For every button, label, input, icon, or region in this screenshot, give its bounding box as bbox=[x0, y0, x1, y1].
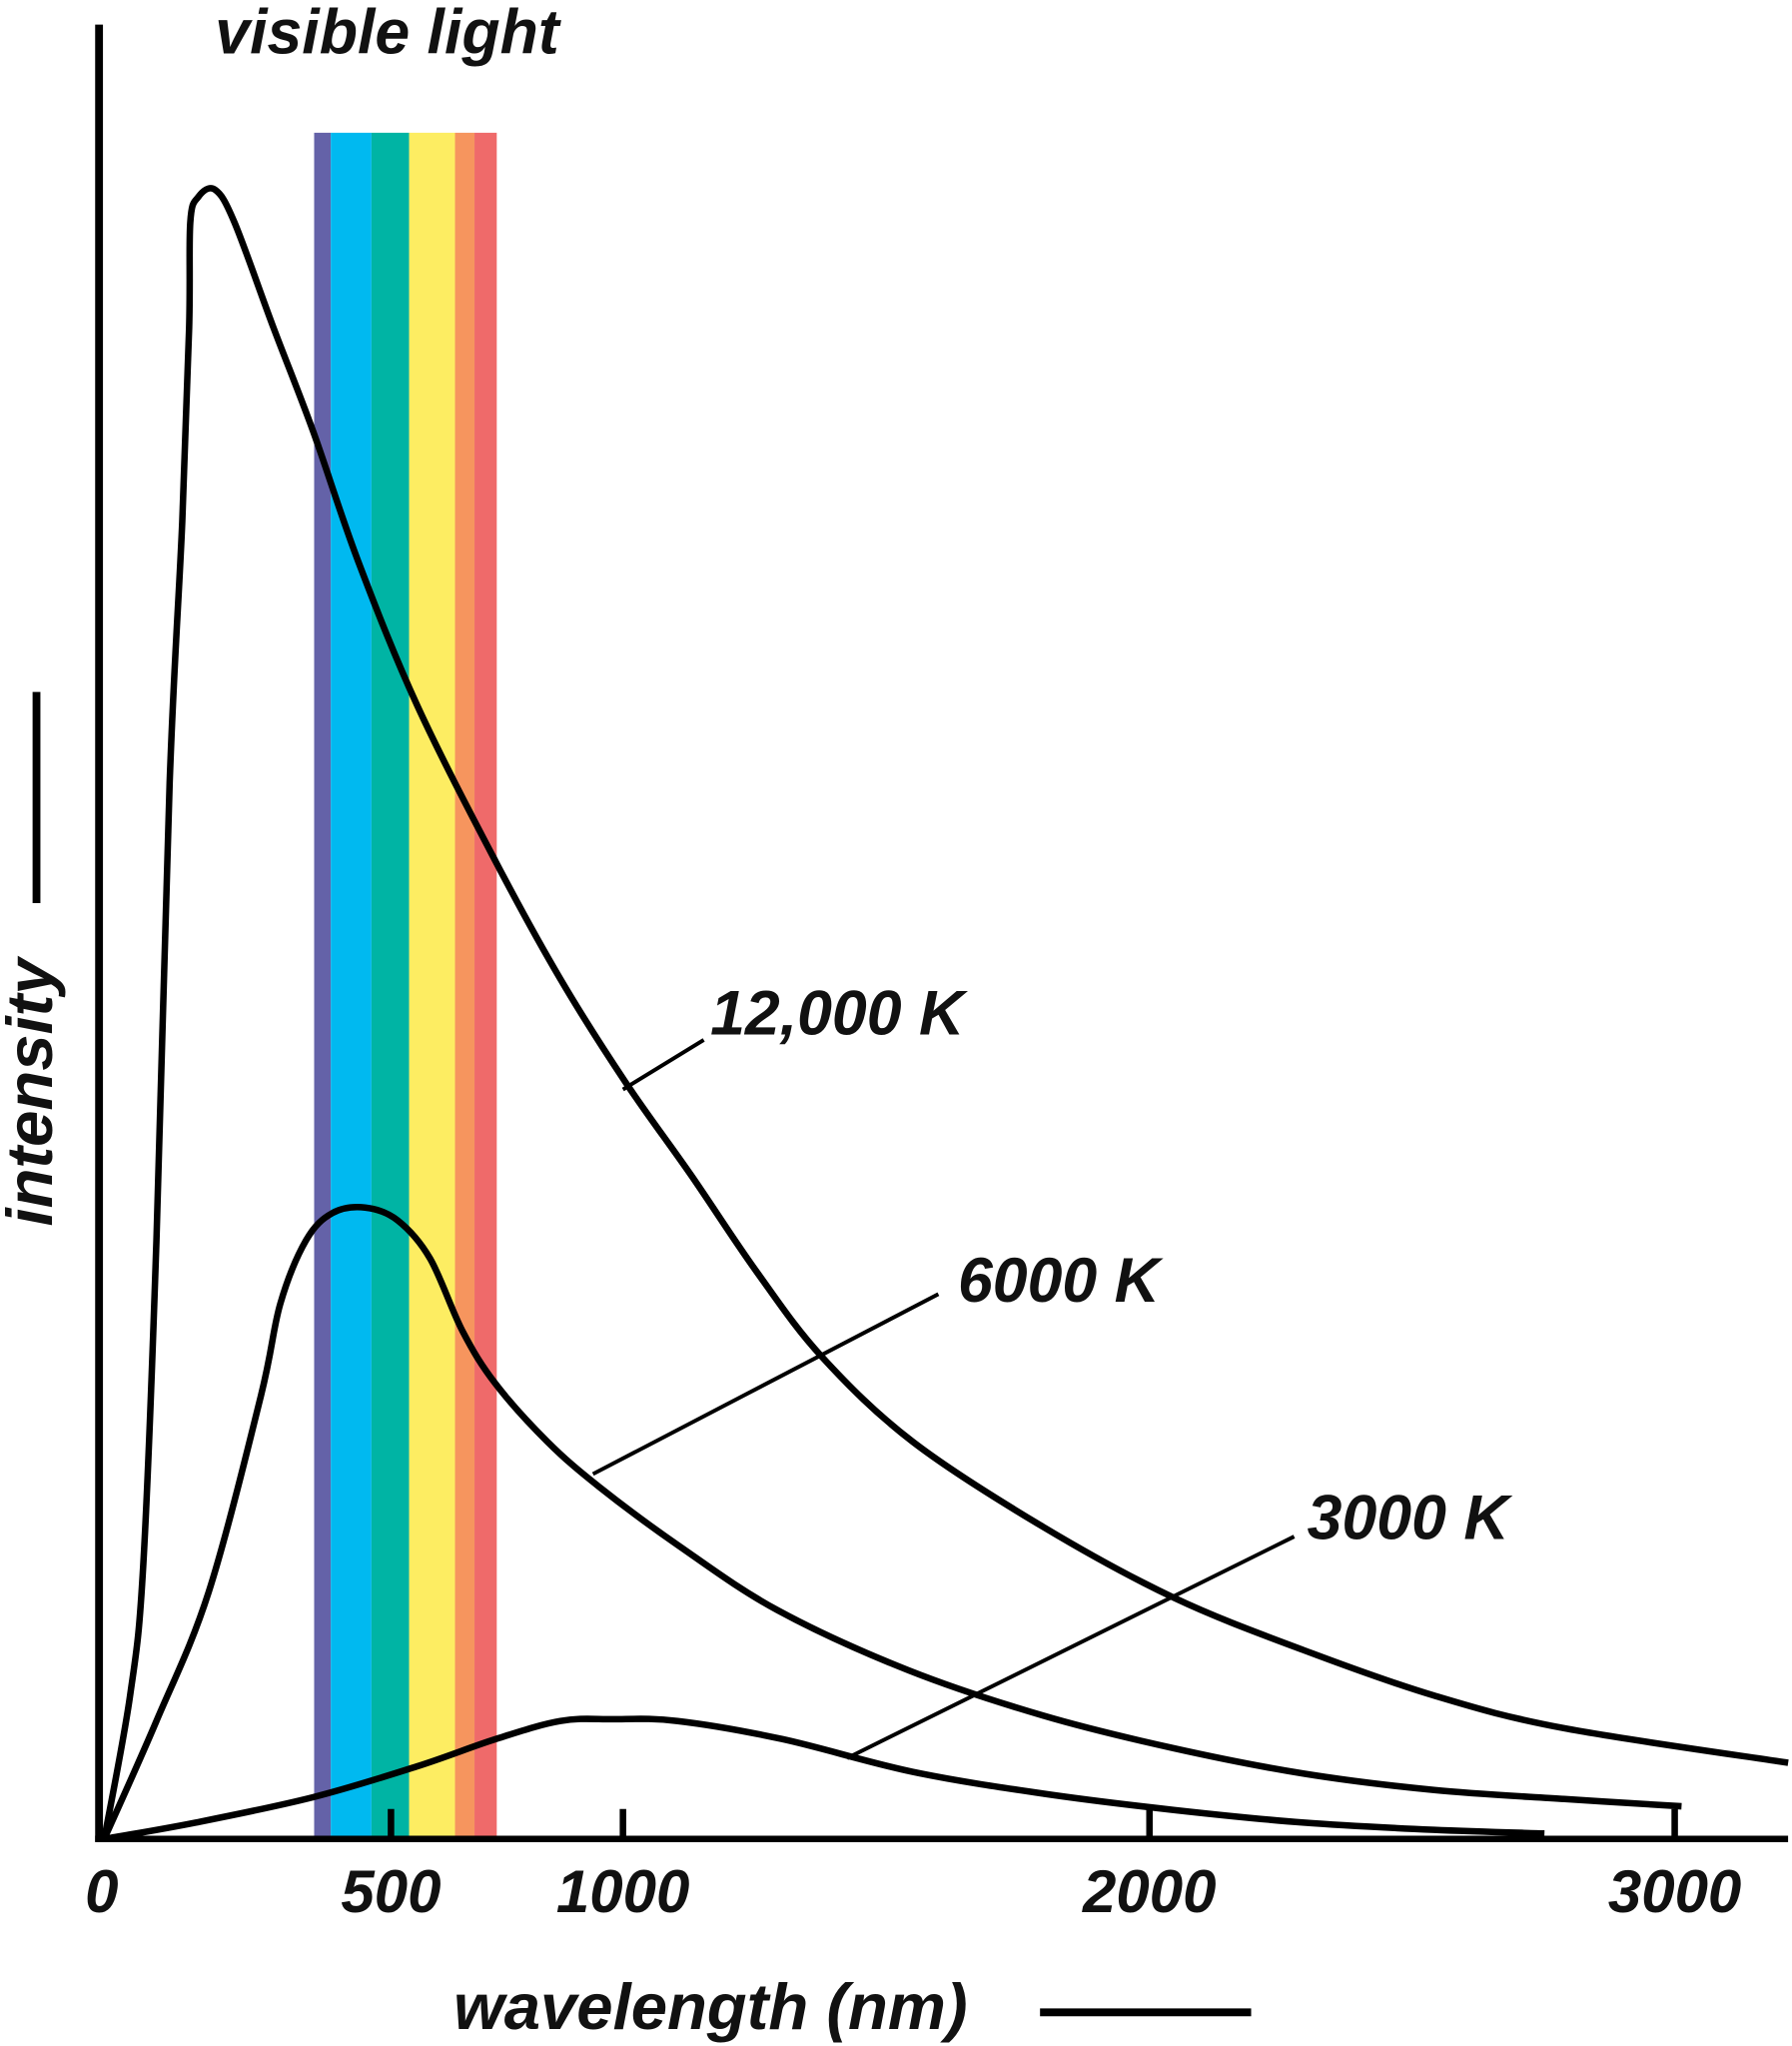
x-tick-label-2000: 2000 bbox=[1082, 1858, 1216, 1925]
visible-light-label: visible light bbox=[215, 0, 561, 67]
leader-line-6000k bbox=[591, 1292, 940, 1477]
curve-12000k bbox=[101, 185, 1789, 1840]
x-tick-label-500: 500 bbox=[341, 1858, 441, 1925]
visible-band-stripe-0 bbox=[314, 132, 332, 1839]
visible-band-stripe-3 bbox=[409, 132, 455, 1839]
series-label-12000k: 12,000 K bbox=[710, 979, 968, 1049]
x-tick-label-3000: 3000 bbox=[1608, 1858, 1741, 1925]
visible-light-band bbox=[314, 132, 497, 1839]
x-tick-label-1000: 1000 bbox=[556, 1858, 689, 1925]
y-axis-title: intensity bbox=[0, 956, 66, 1227]
visible-band-stripe-1 bbox=[331, 132, 372, 1839]
leader-line-3000k bbox=[846, 1534, 1296, 1760]
curve-3000k bbox=[103, 1715, 1545, 1842]
curve-6000k bbox=[101, 1204, 1682, 1841]
x-tick-label-0: 0 bbox=[85, 1858, 118, 1925]
visible-band-stripe-2 bbox=[371, 132, 410, 1839]
visible-band-stripe-5 bbox=[474, 132, 497, 1839]
visible-band-stripe-4 bbox=[454, 132, 475, 1839]
series-label-3000k: 3000 K bbox=[1308, 1484, 1513, 1553]
leader-line-12000k bbox=[621, 1038, 705, 1092]
series-label-6000k: 6000 K bbox=[958, 1246, 1164, 1316]
x-axis-title: wavelength (nm) bbox=[453, 1970, 968, 2043]
